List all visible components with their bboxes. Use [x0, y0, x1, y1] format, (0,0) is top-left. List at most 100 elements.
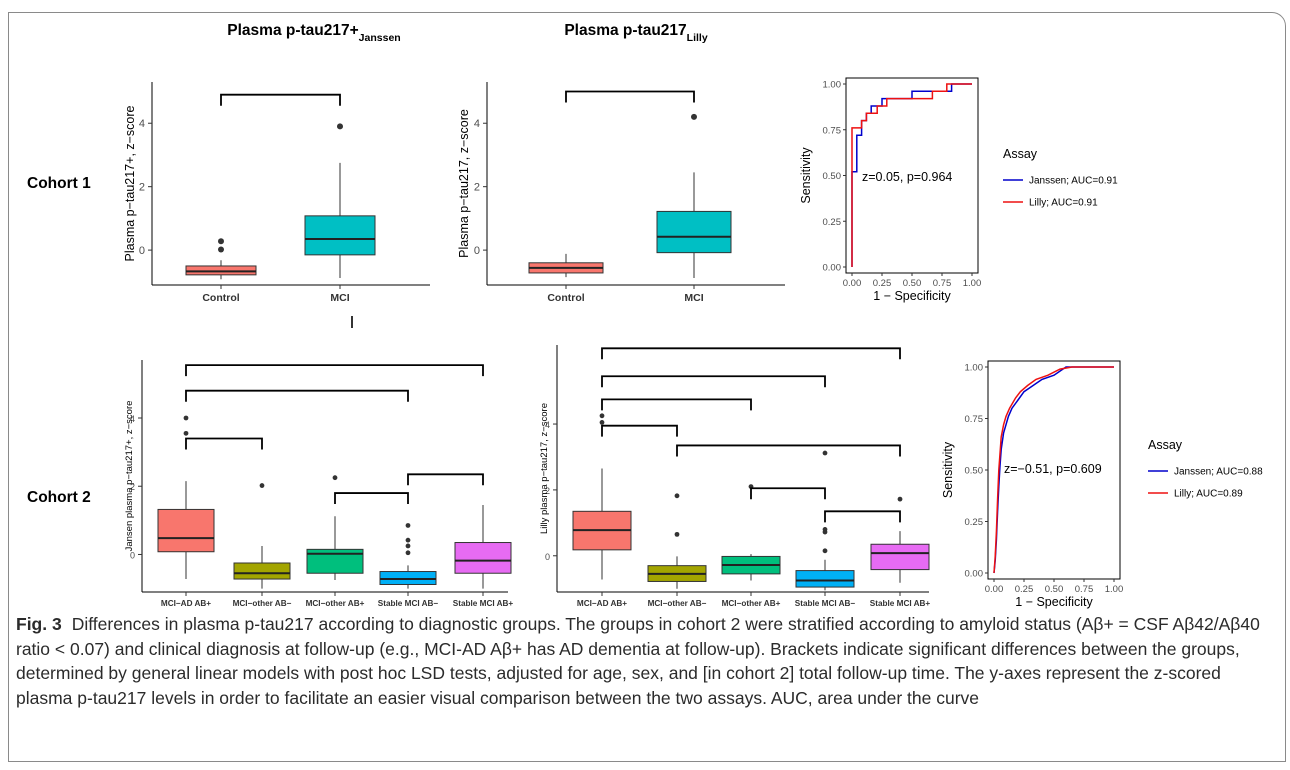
outlier-point [599, 419, 605, 425]
y-tick-label: 0 [139, 245, 145, 257]
y-axis-label: Sensitivity [941, 441, 955, 498]
significance-bracket [407, 473, 484, 486]
x-tick-label: 0.25 [873, 278, 892, 289]
outlier-point [183, 430, 189, 436]
outlier-point [674, 493, 680, 499]
significance-bracket [185, 437, 263, 450]
y-tick-label: 0.25 [823, 217, 842, 228]
outlier-point [405, 550, 411, 556]
y-tick-label: 2 [130, 482, 135, 492]
outlier-point [405, 523, 411, 528]
y-axis-label: Plasma p−tau217, z−score [457, 109, 471, 258]
y-tick-label: 1.00 [965, 363, 984, 374]
figure-panels: Plasma p-tau217+Janssen Plasma p-tau217L… [27, 22, 1263, 609]
x-axis-label: 1 − Specificity [873, 289, 951, 303]
significance-bracket [750, 487, 826, 500]
y-tick-label: 0.25 [965, 517, 984, 528]
box-Stable MCI AB− [379, 571, 437, 585]
caption-text: Differences in plasma p-tau217 according… [16, 614, 1260, 708]
row-label-cohort2: Cohort 2 [27, 489, 91, 506]
box-Stable MCI AB+ [454, 542, 512, 574]
significance-bracket [185, 364, 484, 377]
box-MCI [656, 210, 732, 254]
y-tick-label: 2 [545, 486, 550, 496]
significance-bracket [601, 424, 678, 437]
outlier-point [332, 475, 338, 481]
y-tick-label: 0.75 [965, 414, 984, 425]
x-tick-label: Stable MCI AB− [795, 599, 856, 608]
figure-frame [8, 12, 1286, 762]
box-Stable MCI AB− [795, 570, 855, 588]
x-tick-label: 1.00 [1105, 584, 1124, 595]
x-tick-label: 0.50 [903, 278, 922, 289]
x-tick-label: MCI [684, 292, 703, 304]
box-Stable MCI AB+ [870, 543, 930, 571]
caption-label: Fig. 3 [16, 614, 62, 634]
x-tick-label: 1.00 [963, 278, 982, 289]
significance-bracket [601, 347, 901, 360]
x-tick-label: MCI−other AB+ [722, 599, 781, 608]
y-tick-label: 4 [474, 118, 480, 130]
significance-bracket [334, 492, 409, 505]
y-axis-label: Jansen plasma p−tau217+, z−score [124, 401, 135, 552]
y-tick-label: 0.75 [823, 125, 842, 136]
significance-bracket [220, 93, 341, 106]
significance-bracket [676, 444, 901, 457]
y-tick-label: 0.50 [965, 466, 984, 477]
roc-curve-lilly [851, 83, 972, 267]
legend-entry: Janssen; AUC=0.88 [1174, 467, 1263, 478]
col-title-janssen-main: Plasma p-tau217+ [227, 22, 358, 39]
col-title-janssen: Plasma p-tau217+Janssen [227, 22, 400, 44]
legend-title: Assay [1148, 438, 1183, 452]
y-tick-label: 0.00 [823, 263, 842, 274]
x-axis-label: 1 − Specificity [1015, 595, 1093, 609]
x-tick-label: 0.75 [1075, 584, 1094, 595]
outlier-point [674, 531, 680, 537]
outlier-point [259, 483, 265, 488]
x-tick-label: Control [202, 292, 239, 304]
outlier-point [897, 496, 903, 502]
y-tick-label: 0 [545, 552, 550, 562]
y-tick-label: 4 [139, 118, 145, 130]
x-tick-label: 0.00 [843, 278, 862, 289]
outlier-point [337, 123, 343, 130]
x-tick-label: MCI−AD AB+ [577, 599, 627, 608]
box-MCI [304, 215, 376, 256]
legend-title: Assay [1003, 147, 1038, 161]
roc-stat-annotation: z=−0.51, p=0.609 [1004, 462, 1102, 476]
box-MCI−other AB+ [306, 548, 364, 574]
x-tick-label: MCI−other AB− [648, 599, 707, 608]
x-tick-label: MCI−other AB+ [306, 599, 365, 608]
x-tick-label: MCI−other AB− [233, 599, 292, 608]
outlier-point [218, 238, 224, 245]
significance-bracket [565, 90, 695, 103]
outlier-point [218, 246, 224, 253]
x-tick-label: MCI [330, 292, 349, 304]
y-tick-label: 0.00 [965, 569, 984, 580]
col-title-janssen-sub: Janssen [359, 32, 401, 44]
y-tick-label: 0 [474, 245, 480, 257]
outlier-point [822, 548, 828, 554]
x-tick-label: Stable MCI AB+ [453, 599, 514, 608]
col-title-lilly: Plasma p-tau217Lilly [564, 22, 708, 44]
y-tick-label: 1.00 [823, 80, 842, 91]
significance-bracket [601, 398, 752, 411]
significance-bracket [824, 510, 901, 523]
outlier-point [599, 413, 605, 419]
x-tick-label: Control [547, 292, 584, 304]
y-tick-label: 0 [130, 550, 135, 560]
significance-bracket [185, 389, 409, 402]
x-tick-label: 0.25 [1015, 584, 1034, 595]
y-tick-label: 2 [139, 182, 145, 194]
col-title-lilly-main: Plasma p-tau217 [564, 22, 686, 39]
outlier-point [183, 415, 189, 421]
outlier-point [405, 537, 411, 543]
legend-entry: Lilly; AUC=0.91 [1029, 198, 1098, 209]
legend-entry: Janssen; AUC=0.91 [1029, 176, 1118, 187]
y-tick-label: 4 [130, 414, 135, 424]
y-axis-label: Sensitivity [799, 147, 813, 204]
y-tick-label: 2 [474, 182, 480, 194]
